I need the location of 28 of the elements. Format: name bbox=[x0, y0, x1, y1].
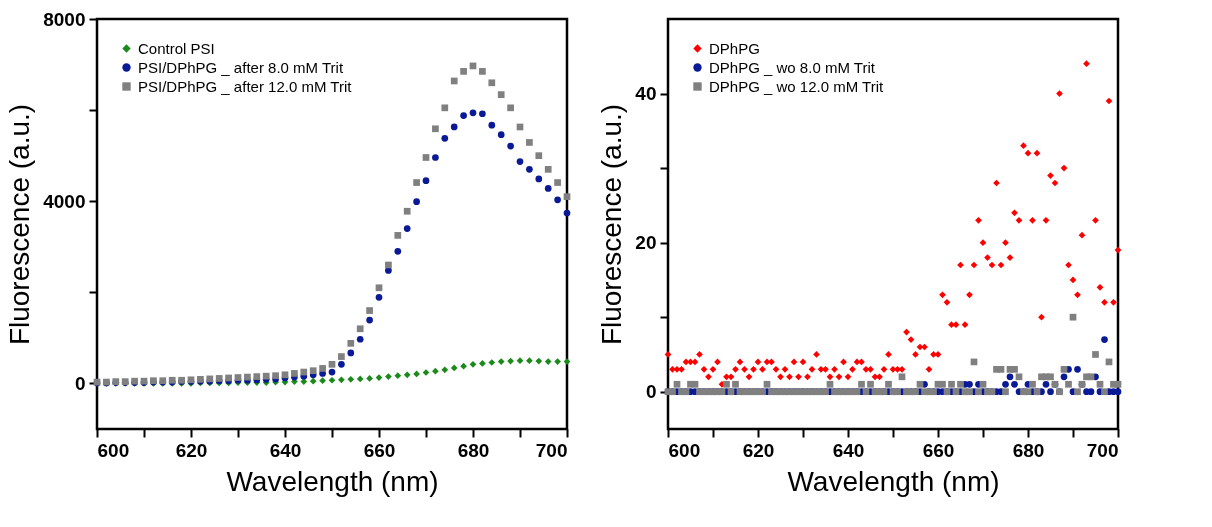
y-tick-label: 0 bbox=[74, 372, 86, 394]
x-tick-label: 680 bbox=[457, 439, 490, 461]
y-tick-label: 40 bbox=[635, 83, 657, 105]
y-tick-label: 4000 bbox=[43, 190, 86, 212]
x-tick-label: 660 bbox=[922, 439, 955, 461]
y-axis-title: Fluorescence (a.u.) bbox=[596, 103, 628, 346]
x-tick-label: 660 bbox=[363, 439, 396, 461]
y-axis-title: Fluorescence (a.u.) bbox=[4, 103, 36, 346]
legend-label: DPhPG _ wo 8.0 mM Trit bbox=[709, 58, 876, 76]
x-tick-label: 640 bbox=[832, 439, 865, 461]
x-tick-label: 700 bbox=[535, 439, 568, 461]
y-tick-label: 8000 bbox=[43, 8, 86, 30]
x-axis-title: Wavelength (nm) bbox=[787, 465, 1000, 497]
x-tick-label: 640 bbox=[269, 439, 302, 461]
y-tick-label: 0 bbox=[645, 381, 657, 403]
legend-label: Control PSI bbox=[138, 39, 215, 57]
legend-label: PSI/DPhPG _ after 12.0 mM Trit bbox=[138, 77, 353, 95]
legend-label: DPhPG _ wo 12.0 mM Trit bbox=[709, 77, 885, 95]
x-axis-title: Wavelength (nm) bbox=[226, 465, 439, 497]
x-tick-label: 600 bbox=[97, 439, 130, 461]
x-tick-label: 620 bbox=[742, 439, 775, 461]
x-tick-label: 700 bbox=[1086, 439, 1119, 461]
legend-label: PSI/DPhPG _ after 8.0 mM Trit bbox=[138, 58, 344, 76]
x-tick-label: 600 bbox=[668, 439, 701, 461]
y-tick-label: 20 bbox=[635, 232, 657, 254]
legend-label: DPhPG bbox=[709, 39, 760, 57]
x-tick-label: 680 bbox=[1012, 439, 1045, 461]
x-tick-label: 620 bbox=[175, 439, 208, 461]
